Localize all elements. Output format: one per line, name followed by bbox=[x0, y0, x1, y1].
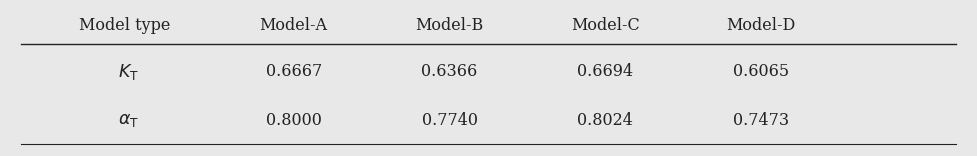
Text: $\alpha_{\mathrm{T}}$: $\alpha_{\mathrm{T}}$ bbox=[117, 112, 139, 129]
Text: $K_{\mathrm{T}}$: $K_{\mathrm{T}}$ bbox=[117, 62, 139, 82]
Text: Model-A: Model-A bbox=[260, 17, 327, 34]
Text: 0.7473: 0.7473 bbox=[733, 112, 789, 129]
Text: 0.6366: 0.6366 bbox=[421, 63, 478, 80]
Text: 0.8024: 0.8024 bbox=[577, 112, 633, 129]
Text: 0.7740: 0.7740 bbox=[421, 112, 478, 129]
Text: Model-B: Model-B bbox=[415, 17, 484, 34]
Text: 0.6065: 0.6065 bbox=[733, 63, 789, 80]
Text: Model-D: Model-D bbox=[727, 17, 796, 34]
Text: Model-C: Model-C bbox=[571, 17, 640, 34]
Text: 0.8000: 0.8000 bbox=[266, 112, 321, 129]
Text: 0.6694: 0.6694 bbox=[577, 63, 633, 80]
Text: 0.6667: 0.6667 bbox=[266, 63, 321, 80]
Text: Model type: Model type bbox=[79, 17, 171, 34]
